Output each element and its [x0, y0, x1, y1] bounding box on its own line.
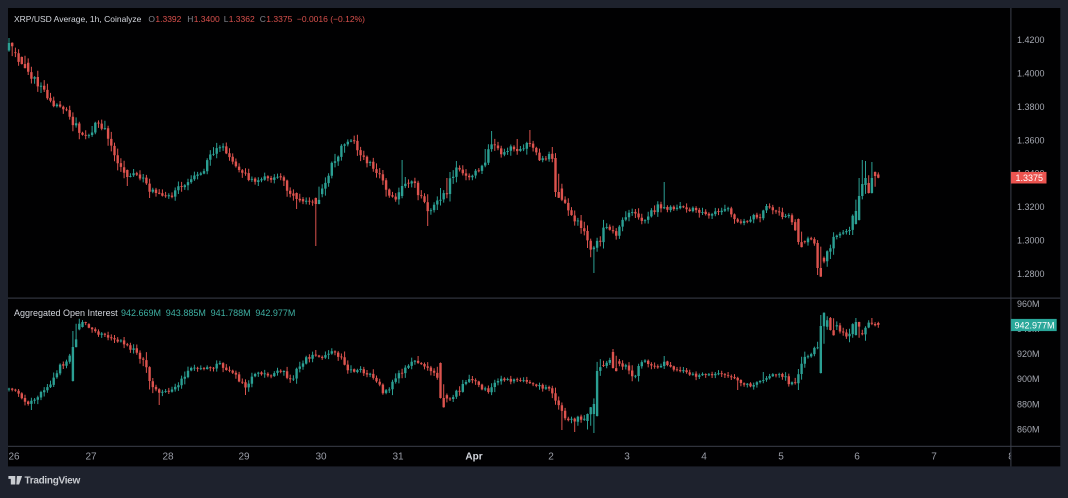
svg-text:1.3400: 1.3400	[194, 14, 220, 24]
svg-text:TradingView: TradingView	[25, 476, 81, 487]
svg-text:1.3000: 1.3000	[1017, 236, 1045, 246]
svg-text:1.3375: 1.3375	[266, 14, 292, 24]
svg-text:O: O	[148, 14, 155, 24]
svg-text:31: 31	[392, 452, 404, 463]
svg-text:1.3392: 1.3392	[155, 14, 181, 24]
svg-text:7: 7	[931, 452, 937, 463]
svg-text:Apr: Apr	[465, 452, 482, 463]
svg-text:29: 29	[238, 452, 250, 463]
svg-text:1.4000: 1.4000	[1017, 69, 1045, 79]
svg-text:28: 28	[162, 452, 174, 463]
svg-text:1.2800: 1.2800	[1017, 269, 1045, 279]
svg-text:−0.0016 (−0.12%): −0.0016 (−0.12%)	[297, 14, 365, 24]
svg-text:2: 2	[548, 452, 554, 463]
svg-text:26: 26	[8, 452, 20, 463]
svg-text:27: 27	[85, 452, 97, 463]
svg-text:5: 5	[778, 452, 784, 463]
svg-text:941.788M: 941.788M	[211, 308, 251, 318]
svg-text:920M: 920M	[1017, 349, 1040, 359]
svg-text:30: 30	[315, 452, 327, 463]
svg-text:1.3800: 1.3800	[1017, 102, 1045, 112]
svg-text:4: 4	[701, 452, 707, 463]
svg-text:6: 6	[854, 452, 860, 463]
svg-text:Aggregated Open Interest: Aggregated Open Interest	[14, 308, 118, 318]
svg-text:942.977M: 942.977M	[255, 308, 295, 318]
svg-text:XRP/USD Average, 1h, Coinalyze: XRP/USD Average, 1h, Coinalyze	[14, 14, 142, 24]
svg-text:1.3362: 1.3362	[229, 14, 255, 24]
svg-text:1.3375: 1.3375	[1016, 173, 1044, 183]
svg-text:3: 3	[624, 452, 630, 463]
svg-text:900M: 900M	[1017, 374, 1040, 384]
svg-text:942.669M: 942.669M	[121, 308, 161, 318]
svg-text:H: H	[187, 14, 193, 24]
svg-text:880M: 880M	[1017, 399, 1040, 409]
svg-text:L: L	[224, 14, 229, 24]
svg-text:1.3200: 1.3200	[1017, 202, 1045, 212]
svg-text:943.885M: 943.885M	[166, 308, 206, 318]
svg-text:C: C	[260, 14, 266, 24]
svg-text:942.977M: 942.977M	[1015, 321, 1055, 331]
svg-text:8: 8	[1008, 452, 1014, 463]
svg-text:860M: 860M	[1017, 425, 1040, 435]
svg-text:1.3600: 1.3600	[1017, 135, 1045, 145]
svg-text:1.4200: 1.4200	[1017, 35, 1045, 45]
svg-text:960M: 960M	[1017, 299, 1040, 309]
